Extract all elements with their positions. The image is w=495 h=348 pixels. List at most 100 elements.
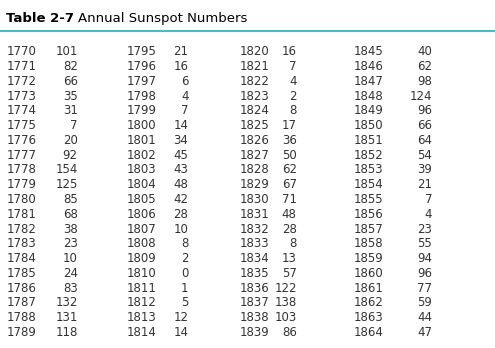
Text: 67: 67 — [282, 178, 297, 191]
Text: 17: 17 — [282, 119, 297, 132]
Text: 34: 34 — [174, 134, 189, 147]
Text: 21: 21 — [417, 178, 432, 191]
Text: 1789: 1789 — [6, 326, 36, 339]
Text: 0: 0 — [181, 267, 189, 280]
Text: 4: 4 — [289, 75, 297, 88]
Text: 1836: 1836 — [240, 282, 270, 294]
Text: 1813: 1813 — [127, 311, 156, 324]
Text: 62: 62 — [282, 164, 297, 176]
Text: 1837: 1837 — [240, 296, 270, 309]
Text: 44: 44 — [417, 311, 432, 324]
Text: 36: 36 — [282, 134, 297, 147]
Text: 1833: 1833 — [240, 237, 270, 250]
Text: 1839: 1839 — [240, 326, 270, 339]
Text: 71: 71 — [282, 193, 297, 206]
Text: 1784: 1784 — [6, 252, 36, 265]
Text: 8: 8 — [290, 104, 297, 118]
Text: 118: 118 — [55, 326, 78, 339]
Text: 66: 66 — [417, 119, 432, 132]
Text: 1806: 1806 — [127, 208, 156, 221]
Text: 1826: 1826 — [240, 134, 270, 147]
Text: 14: 14 — [173, 326, 189, 339]
Text: 77: 77 — [417, 282, 432, 294]
Text: 1795: 1795 — [127, 46, 157, 58]
Text: 1781: 1781 — [6, 208, 36, 221]
Text: 1796: 1796 — [127, 60, 157, 73]
Text: 13: 13 — [282, 252, 297, 265]
Text: 1803: 1803 — [127, 164, 156, 176]
Text: 138: 138 — [274, 296, 297, 309]
Text: 1864: 1864 — [353, 326, 383, 339]
Text: 125: 125 — [55, 178, 78, 191]
Text: 1851: 1851 — [353, 134, 383, 147]
Text: 1863: 1863 — [353, 311, 383, 324]
Text: 1834: 1834 — [240, 252, 270, 265]
Text: 96: 96 — [417, 104, 432, 118]
Text: 23: 23 — [417, 222, 432, 236]
Text: 1860: 1860 — [353, 267, 383, 280]
Text: 1776: 1776 — [6, 134, 36, 147]
Text: 1777: 1777 — [6, 149, 36, 162]
Text: 1797: 1797 — [127, 75, 157, 88]
Text: 1825: 1825 — [240, 119, 270, 132]
Text: 1780: 1780 — [6, 193, 36, 206]
Text: 1809: 1809 — [127, 252, 156, 265]
Text: 39: 39 — [417, 164, 432, 176]
Text: 1782: 1782 — [6, 222, 36, 236]
Text: 28: 28 — [282, 222, 297, 236]
Text: 10: 10 — [63, 252, 78, 265]
Text: 1853: 1853 — [353, 164, 383, 176]
Text: 40: 40 — [417, 46, 432, 58]
Text: 1: 1 — [181, 282, 189, 294]
Text: 1829: 1829 — [240, 178, 270, 191]
Text: 21: 21 — [173, 46, 189, 58]
Text: 1805: 1805 — [127, 193, 156, 206]
Text: 1832: 1832 — [240, 222, 270, 236]
Text: 1859: 1859 — [353, 252, 383, 265]
Text: 43: 43 — [174, 164, 189, 176]
Text: 1848: 1848 — [353, 90, 383, 103]
Text: 131: 131 — [55, 311, 78, 324]
Text: 1801: 1801 — [127, 134, 156, 147]
Text: 1779: 1779 — [6, 178, 36, 191]
Text: 1830: 1830 — [240, 193, 270, 206]
Text: 45: 45 — [174, 149, 189, 162]
Text: 7: 7 — [289, 60, 297, 73]
Text: 1831: 1831 — [240, 208, 270, 221]
Text: 1798: 1798 — [127, 90, 157, 103]
Text: 23: 23 — [63, 237, 78, 250]
Text: Table 2-7: Table 2-7 — [6, 12, 74, 25]
Text: 1847: 1847 — [353, 75, 383, 88]
Text: 1820: 1820 — [240, 46, 270, 58]
Text: 47: 47 — [417, 326, 432, 339]
Text: 48: 48 — [174, 178, 189, 191]
Text: 1823: 1823 — [240, 90, 270, 103]
Text: 122: 122 — [274, 282, 297, 294]
Text: 1856: 1856 — [353, 208, 383, 221]
Text: 1786: 1786 — [6, 282, 36, 294]
Text: 1811: 1811 — [127, 282, 157, 294]
Text: 124: 124 — [409, 90, 432, 103]
Text: 82: 82 — [63, 60, 78, 73]
Text: 38: 38 — [63, 222, 78, 236]
Text: 1835: 1835 — [240, 267, 270, 280]
Text: 1802: 1802 — [127, 149, 156, 162]
Text: 1772: 1772 — [6, 75, 36, 88]
Text: 1855: 1855 — [353, 193, 383, 206]
Text: 1775: 1775 — [6, 119, 36, 132]
Text: 154: 154 — [55, 164, 78, 176]
Text: 6: 6 — [181, 75, 189, 88]
Text: 1778: 1778 — [6, 164, 36, 176]
Text: 20: 20 — [63, 134, 78, 147]
Text: 62: 62 — [417, 60, 432, 73]
Text: 1822: 1822 — [240, 75, 270, 88]
Text: 1807: 1807 — [127, 222, 156, 236]
Text: 1827: 1827 — [240, 149, 270, 162]
Text: 48: 48 — [282, 208, 297, 221]
Text: 1770: 1770 — [6, 46, 36, 58]
Text: 10: 10 — [174, 222, 189, 236]
Text: 1771: 1771 — [6, 60, 36, 73]
Text: 2: 2 — [289, 90, 297, 103]
Text: 96: 96 — [417, 267, 432, 280]
Text: 16: 16 — [282, 46, 297, 58]
